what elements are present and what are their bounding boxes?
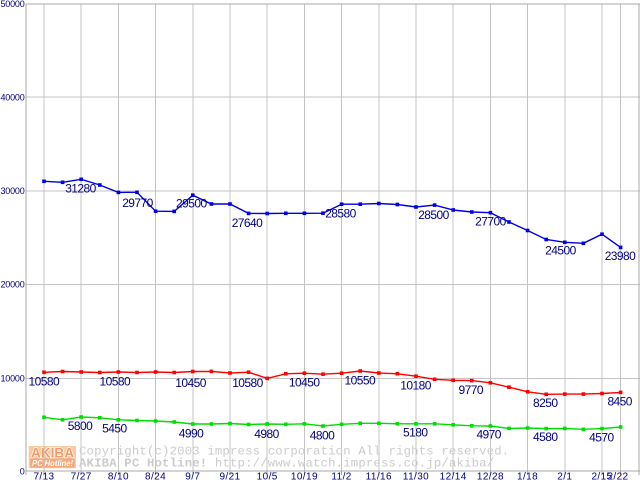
svg-text:20000: 20000 bbox=[0, 280, 24, 290]
svg-text:5180: 5180 bbox=[403, 425, 428, 439]
svg-text:11/16: 11/16 bbox=[366, 472, 392, 480]
svg-text:8/24: 8/24 bbox=[145, 472, 166, 480]
svg-text:8450: 8450 bbox=[607, 395, 632, 409]
svg-text:10000: 10000 bbox=[0, 374, 24, 384]
svg-text:2/22: 2/22 bbox=[607, 472, 628, 480]
svg-text:27640: 27640 bbox=[232, 216, 263, 230]
svg-text:50000: 50000 bbox=[0, 0, 24, 9]
svg-text:10550: 10550 bbox=[344, 374, 375, 388]
svg-text:4970: 4970 bbox=[476, 428, 501, 442]
svg-text:5450: 5450 bbox=[102, 422, 127, 436]
svg-text:4580: 4580 bbox=[533, 430, 558, 444]
svg-text:10/5: 10/5 bbox=[257, 472, 278, 480]
svg-text:27700: 27700 bbox=[475, 215, 506, 229]
svg-text:8/10: 8/10 bbox=[108, 472, 129, 480]
svg-text:10450: 10450 bbox=[175, 376, 206, 390]
svg-text:7/27: 7/27 bbox=[71, 472, 92, 480]
svg-text:4990: 4990 bbox=[179, 427, 204, 441]
svg-text:4800: 4800 bbox=[310, 428, 335, 442]
svg-text:12/14: 12/14 bbox=[440, 472, 467, 480]
svg-text:29500: 29500 bbox=[176, 197, 207, 211]
svg-text:11/30: 11/30 bbox=[403, 472, 429, 480]
svg-text:9/21: 9/21 bbox=[219, 472, 240, 480]
svg-text:7/13: 7/13 bbox=[33, 472, 54, 480]
svg-text:23980: 23980 bbox=[605, 249, 636, 263]
svg-text:24500: 24500 bbox=[545, 244, 576, 258]
svg-text:8250: 8250 bbox=[533, 396, 558, 410]
svg-text:2/1: 2/1 bbox=[557, 472, 572, 480]
svg-text:0: 0 bbox=[20, 467, 25, 477]
svg-text:10450: 10450 bbox=[289, 376, 320, 390]
svg-text:40000: 40000 bbox=[0, 92, 24, 102]
svg-text:29770: 29770 bbox=[122, 196, 153, 210]
svg-text:Copyright(c)2003 impress corpo: Copyright(c)2003 impress corporation All… bbox=[79, 445, 509, 459]
svg-text:12/28: 12/28 bbox=[477, 472, 504, 480]
svg-text:9770: 9770 bbox=[459, 383, 484, 397]
svg-text:10180: 10180 bbox=[400, 379, 431, 393]
svg-text:10580: 10580 bbox=[28, 374, 59, 388]
svg-text:9/7: 9/7 bbox=[185, 472, 200, 480]
svg-text:28580: 28580 bbox=[325, 207, 356, 221]
svg-text:5800: 5800 bbox=[68, 419, 93, 433]
svg-text:10580: 10580 bbox=[99, 375, 130, 389]
svg-text:11/2: 11/2 bbox=[331, 472, 351, 480]
svg-text:AKIBA PC Hotline! http://www.: AKIBA PC Hotline! http://www.watch.impre… bbox=[79, 456, 494, 470]
svg-text:10580: 10580 bbox=[232, 376, 263, 390]
svg-text:10/19: 10/19 bbox=[291, 472, 318, 480]
svg-text:4980: 4980 bbox=[254, 427, 279, 441]
svg-text:31280: 31280 bbox=[65, 182, 96, 196]
svg-text:AKIBA: AKIBA bbox=[31, 446, 74, 461]
svg-text:30000: 30000 bbox=[0, 186, 24, 196]
svg-text:PC Hotline!: PC Hotline! bbox=[32, 459, 73, 468]
svg-text:28500: 28500 bbox=[418, 208, 449, 222]
svg-text:4570: 4570 bbox=[589, 430, 614, 444]
svg-text:2/15: 2/15 bbox=[591, 472, 612, 480]
svg-text:1/18: 1/18 bbox=[517, 472, 538, 480]
